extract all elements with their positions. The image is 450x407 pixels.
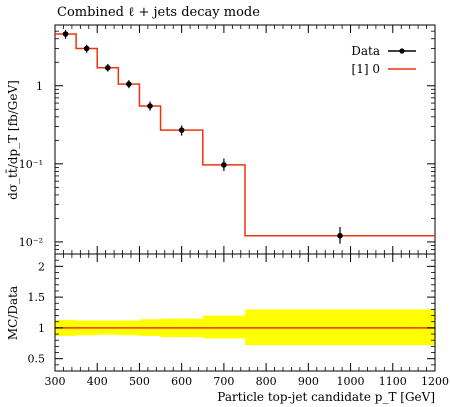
x-tick-label: 1100: [379, 375, 407, 388]
data-point: [221, 162, 227, 168]
x-axis-label: Particle top-jet candidate p_T [GeV]: [217, 390, 435, 404]
main-x-ticks: [54, 25, 436, 254]
legend-label-mc: [1] 0: [352, 62, 380, 76]
data-point: [337, 232, 343, 239]
data-point: [104, 64, 111, 71]
legend-label-data: Data: [351, 44, 380, 58]
x-tick-label: 700: [213, 375, 234, 388]
x-tick-label: 400: [87, 375, 108, 388]
x-tick-label: 500: [129, 375, 150, 388]
ratio-band-segment: [202, 315, 245, 339]
main-y-ticks: 10⁻² 10⁻¹ 1: [19, 24, 435, 255]
ratio-x-ticks: 300 400 500 600 700 800 900 1000 1100 1200: [45, 254, 449, 388]
x-tick-label: 900: [298, 375, 319, 388]
data-points: [62, 29, 343, 244]
ratio-y-axis-label: MC/Data: [6, 286, 20, 340]
data-point: [62, 31, 69, 37]
data-point: [178, 127, 185, 133]
x-tick-label: 1000: [337, 375, 365, 388]
data-point: [83, 45, 90, 52]
main-panel: 10⁻² 10⁻¹ 1 dσ_tt̄/dp_T [fb/GeV] Data [1] …: [4, 24, 436, 255]
ratio-y-tick-label: 1: [38, 322, 45, 335]
main-y-tick-label: 10⁻²: [19, 236, 43, 249]
ratio-panel: 0.5 1 1.5 2 300 400 500 600 700 800 900 1000 1100 12…: [6, 253, 449, 404]
data-point: [147, 103, 153, 109]
chart-title: Combined ℓ + jets decay mode: [57, 5, 260, 20]
ratio-y-tick-label: 0.5: [28, 353, 46, 366]
ratio-y-ticks: 0.5 1 1.5 2: [28, 259, 435, 366]
data-point: [126, 81, 132, 87]
main-y-axis-label: dσ_tt̄/dp_T [fb/GeV]: [4, 80, 20, 200]
x-tick-label: 300: [45, 375, 66, 388]
x-tick-label: 600: [171, 375, 192, 388]
legend-marker-data-point: [399, 48, 405, 54]
ratio-y-tick-label: 2: [38, 260, 45, 273]
main-y-tick-label: 1: [36, 80, 43, 93]
main-y-tick-label: 10⁻¹: [19, 158, 43, 171]
ratio-y-tick-label: 1.5: [28, 291, 46, 304]
ratio-plot-frame: [54, 253, 436, 372]
x-tick-label: 1200: [421, 375, 449, 388]
legend: Data [1] 0: [351, 44, 416, 76]
x-tick-label: 800: [256, 375, 277, 388]
